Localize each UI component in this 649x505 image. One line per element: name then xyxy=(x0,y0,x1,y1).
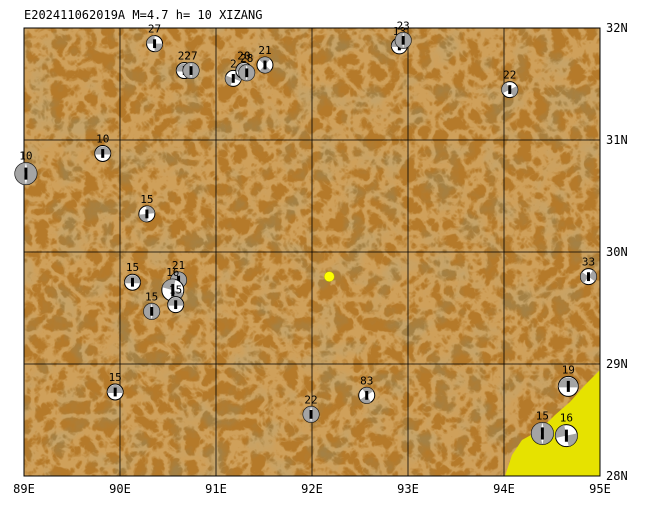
compressional-quadrant xyxy=(14,162,37,185)
focal-mechanism-beachball: 16 xyxy=(554,412,578,448)
depth-label: 83 xyxy=(360,374,373,387)
pressure-axis-mark xyxy=(245,68,249,78)
pressure-axis-mark xyxy=(586,272,590,282)
depth-label: 33 xyxy=(582,256,595,269)
pressure-axis-mark xyxy=(101,149,105,158)
focal-mechanism-beachball: 27 xyxy=(182,50,200,80)
depth-label: 21 xyxy=(172,259,185,272)
depth-label: 10 xyxy=(96,132,109,145)
focal-mechanism-beachball: 15 xyxy=(530,409,554,445)
depth-label: 22 xyxy=(503,69,516,82)
compressional-quadrant xyxy=(531,422,554,445)
compressional-quadrant xyxy=(183,62,200,79)
latitude-label: 32N xyxy=(606,21,628,35)
pressure-axis-mark xyxy=(564,429,568,442)
compressional-quadrant xyxy=(143,303,160,320)
depth-label: 15 xyxy=(126,261,139,274)
depth-label: 16 xyxy=(560,412,573,425)
pressure-axis-mark xyxy=(540,427,544,440)
depth-label: 15 xyxy=(140,193,153,206)
longitude-label: 90E xyxy=(109,482,131,496)
focal-mechanism-beachball: 10 xyxy=(94,132,112,162)
lat-lon-grid xyxy=(24,28,600,476)
event-location xyxy=(324,271,335,282)
depth-label: 28 xyxy=(240,52,253,65)
latitude-label: 30N xyxy=(606,245,628,259)
latitude-labels: 32N 31N 30N 29N 28N xyxy=(606,21,628,483)
depth-label: 27 xyxy=(148,23,161,36)
pressure-axis-mark xyxy=(171,284,175,297)
compressional-quadrant xyxy=(238,64,255,81)
depth-label: 16 xyxy=(166,266,179,279)
lowland-yellow-area xyxy=(505,370,600,476)
pressure-axis-mark xyxy=(174,300,178,310)
focal-mechanism-beachball: 10 xyxy=(14,150,38,186)
map-title: E202411062019A M=4.7 h= 10 XIZANG xyxy=(24,8,262,22)
depth-label: 15 xyxy=(536,409,549,422)
pressure-axis-mark xyxy=(189,66,193,75)
depth-label: 22 xyxy=(304,393,317,406)
longitude-label: 89E xyxy=(13,482,35,496)
focal-mechanism-beachball: 27 xyxy=(146,23,164,53)
pressure-axis-mark xyxy=(401,35,405,45)
depth-label: 15 xyxy=(145,290,158,303)
depth-label: 19 xyxy=(562,363,575,376)
focal-mechanism-beachball: 15 xyxy=(123,261,141,291)
pressure-axis-mark xyxy=(113,387,117,397)
depth-label: 2 xyxy=(230,57,237,70)
depth-label: 22 xyxy=(178,50,191,63)
depth-label: 10 xyxy=(19,150,32,163)
pressure-axis-mark xyxy=(150,306,154,316)
map-frame xyxy=(23,27,601,477)
pressure-axis-mark xyxy=(309,410,313,419)
depth-label: 27 xyxy=(184,50,197,63)
compressional-quadrant xyxy=(395,32,412,49)
pressure-axis-mark xyxy=(24,167,28,180)
pressure-axis-mark xyxy=(130,277,134,287)
pressure-axis-mark xyxy=(153,39,157,49)
focal-mechanism-beachball: 15 xyxy=(167,284,185,314)
pressure-axis-mark xyxy=(231,74,235,83)
longitude-label: 95E xyxy=(589,482,611,496)
longitude-label: 91E xyxy=(205,482,227,496)
focal-mechanism-beachball: 23 xyxy=(394,19,412,49)
depth-label: 15 xyxy=(169,284,182,297)
compressional-quadrant xyxy=(360,387,374,404)
compressional-quadrant xyxy=(303,406,320,423)
pressure-axis-mark xyxy=(508,85,512,94)
event-star-dot xyxy=(324,271,335,282)
depth-label: 20 xyxy=(237,50,250,63)
focal-mechanism-beachball: 21 xyxy=(256,44,274,74)
focal-mechanism-beachball: 15 xyxy=(143,290,161,320)
focal-mechanism-beachball: 16 xyxy=(161,266,185,302)
focal-mechanism-beachball: 15 xyxy=(106,371,124,401)
focal-mechanism-beachball: 83 xyxy=(358,374,376,404)
longitude-label: 94E xyxy=(493,482,515,496)
latitude-label: 31N xyxy=(606,133,628,147)
focal-mechanism-beachball: 28 xyxy=(238,52,256,82)
focal-mechanism-beachball: 33 xyxy=(579,256,597,286)
longitude-label: 93E xyxy=(397,482,419,496)
pressure-axis-mark xyxy=(145,209,149,219)
depth-label: 15 xyxy=(109,371,122,384)
latitude-label: 28N xyxy=(606,469,628,483)
focal-mechanism-beachball: 19 xyxy=(557,363,579,397)
focal-mechanism-beachball: 22 xyxy=(302,393,320,423)
latitude-label: 29N xyxy=(606,357,628,371)
pressure-axis-mark xyxy=(365,390,369,400)
focal-mechanism-beachball: 22 xyxy=(501,69,519,99)
depth-label: 23 xyxy=(397,19,410,32)
longitude-labels: 89E 90E 91E 92E 93E 94E 95E xyxy=(13,482,611,496)
pressure-axis-mark xyxy=(263,60,267,70)
longitude-label: 92E xyxy=(301,482,323,496)
depth-label: 21 xyxy=(258,44,271,57)
pressure-axis-mark xyxy=(566,380,570,392)
focal-mechanism-beachball: 15 xyxy=(138,193,156,223)
compressional-quadrant xyxy=(146,35,163,52)
